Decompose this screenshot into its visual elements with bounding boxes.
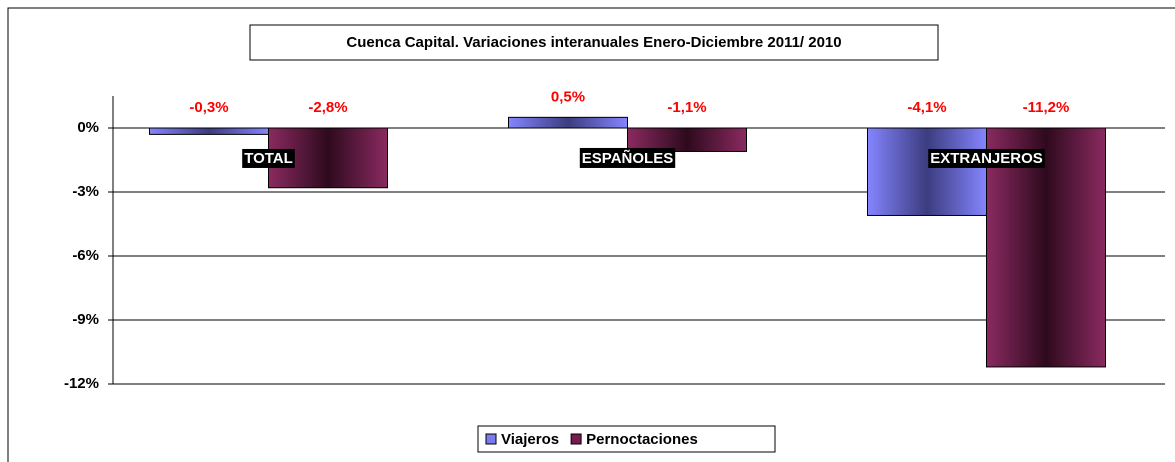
- title-box: [249, 24, 939, 61]
- bar: [508, 116, 628, 129]
- category-label: EXTRANJEROS: [930, 150, 1043, 167]
- data-label: -11,2%: [1023, 99, 1070, 116]
- legend-swatch: [485, 433, 497, 445]
- data-label: -4,1%: [907, 99, 946, 116]
- category-label-box: [579, 147, 676, 168]
- y-tick-label: -6%: [72, 247, 99, 264]
- y-tick-label: 0%: [77, 119, 99, 136]
- chart-frame: [7, 7, 1175, 462]
- legend-label: Pernoctaciones: [586, 431, 698, 448]
- y-tick-label: -12%: [64, 375, 99, 392]
- y-tick-label: -3%: [72, 183, 99, 200]
- data-label: 0,5%: [551, 88, 585, 105]
- data-label: -2,8%: [308, 99, 347, 116]
- y-tick-label: -9%: [72, 311, 99, 328]
- data-label: -1,1%: [667, 99, 706, 116]
- bar: [867, 127, 987, 216]
- legend-swatch: [570, 433, 582, 445]
- bar: [149, 127, 269, 135]
- bar: [627, 127, 747, 152]
- legend-box: [477, 425, 776, 453]
- category-label: TOTAL: [244, 150, 293, 167]
- legend-label: Viajeros: [501, 431, 559, 448]
- data-label: -0,3%: [189, 99, 228, 116]
- category-label-box: [242, 148, 295, 168]
- category-label-box: [928, 148, 1045, 168]
- category-label: ESPAÑOLES: [582, 149, 673, 167]
- chart-title: Cuenca Capital. Variaciones interanuales…: [346, 34, 841, 51]
